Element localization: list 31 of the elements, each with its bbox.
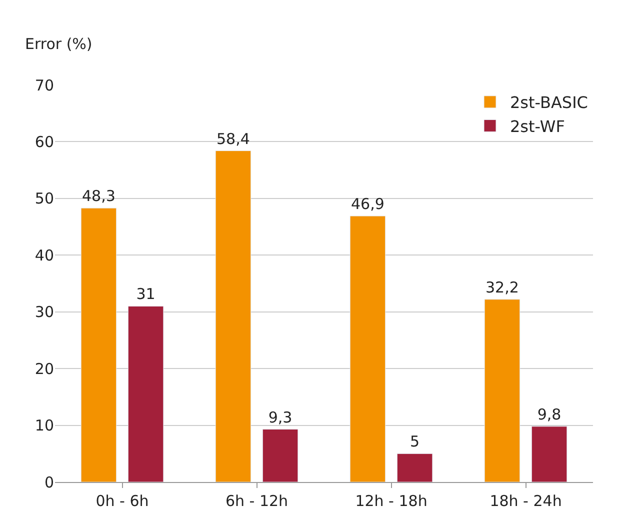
data-label: 46,9: [351, 195, 384, 214]
bar: [396, 453, 433, 482]
legend-label: 2st-WF: [510, 116, 565, 136]
y-tick-label: 50: [34, 190, 54, 208]
y-tick-label: 70: [34, 76, 54, 94]
y-tick-label: 0: [44, 473, 54, 492]
bar: [531, 426, 568, 482]
y-axis-title: Error (%): [25, 35, 92, 53]
x-tick-label: 6h - 12h: [225, 492, 288, 510]
data-label: 58,4: [216, 130, 250, 148]
data-label: 5: [410, 432, 420, 451]
bar: [80, 208, 117, 482]
x-tick-label: 18h - 24h: [490, 492, 562, 510]
y-tick-label: 20: [34, 360, 54, 378]
bar: [350, 216, 386, 482]
y-tick-label: 60: [34, 132, 54, 151]
data-label: 48,3: [82, 187, 116, 206]
bar: [484, 299, 520, 482]
x-tick-label: 12h - 18h: [355, 492, 428, 510]
bar: [215, 150, 252, 482]
legend-label: 2st-BASIC: [510, 93, 588, 112]
y-tick-label: 30: [34, 303, 54, 322]
data-label: 9,3: [268, 408, 292, 426]
data-label: 32,2: [486, 278, 519, 296]
data-label: 31: [136, 285, 156, 304]
y-tick-label: 10: [34, 416, 54, 435]
x-tick-label: 0h - 6h: [96, 492, 149, 510]
y-tick-label: 40: [34, 246, 54, 264]
bar: [128, 306, 164, 482]
data-label: 9,8: [537, 405, 562, 424]
bar: [262, 429, 298, 482]
